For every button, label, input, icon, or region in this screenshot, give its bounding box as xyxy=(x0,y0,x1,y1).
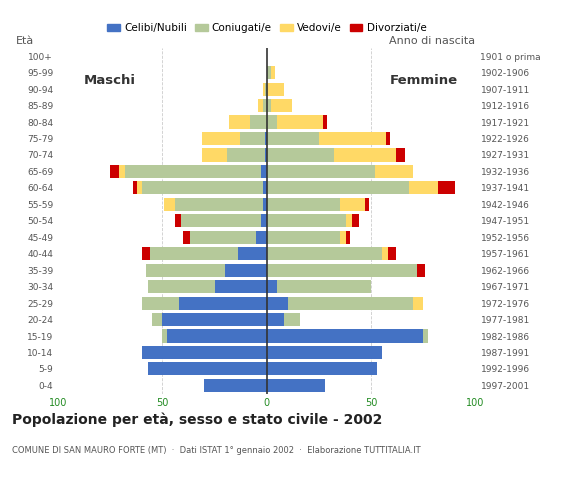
Bar xyxy=(181,214,260,228)
Bar xyxy=(142,181,263,194)
Bar xyxy=(267,66,271,79)
Text: Età: Età xyxy=(16,36,34,46)
Bar xyxy=(375,165,413,178)
Bar xyxy=(264,148,267,162)
Bar xyxy=(142,247,150,260)
Bar xyxy=(277,116,323,129)
Bar xyxy=(125,165,260,178)
Bar xyxy=(267,132,319,145)
Bar xyxy=(240,132,264,145)
Bar xyxy=(260,165,267,178)
Text: COMUNE DI SAN MAURO FORTE (MT)  ·  Dati ISTAT 1° gennaio 2002  ·  Elaborazione T: COMUNE DI SAN MAURO FORTE (MT) · Dati IS… xyxy=(12,446,420,456)
Bar xyxy=(438,181,455,194)
Bar xyxy=(110,165,118,178)
Bar xyxy=(284,313,300,326)
Text: Femmine: Femmine xyxy=(389,74,458,87)
Bar xyxy=(227,148,264,162)
Bar xyxy=(267,165,375,178)
Bar xyxy=(267,313,284,326)
Bar xyxy=(263,83,264,96)
Text: Maschi: Maschi xyxy=(84,74,136,87)
Bar xyxy=(267,247,382,260)
Bar xyxy=(267,264,417,277)
Bar xyxy=(175,214,181,228)
Bar xyxy=(382,247,388,260)
Bar xyxy=(319,132,386,145)
Bar xyxy=(263,198,267,211)
Bar xyxy=(417,264,426,277)
Bar xyxy=(267,83,284,96)
Bar xyxy=(166,329,267,343)
Bar xyxy=(346,214,353,228)
Bar xyxy=(137,181,142,194)
Bar xyxy=(133,181,137,194)
Bar xyxy=(190,231,256,244)
Bar xyxy=(238,247,267,260)
Bar xyxy=(323,116,327,129)
Bar xyxy=(202,132,240,145)
Bar xyxy=(183,231,190,244)
Bar xyxy=(267,116,277,129)
Bar xyxy=(256,231,267,244)
Bar xyxy=(264,132,267,145)
Bar xyxy=(396,148,405,162)
Legend: Celibi/Nubili, Coniugati/e, Vedovi/e, Divorziati/e: Celibi/Nubili, Coniugati/e, Vedovi/e, Di… xyxy=(103,19,430,37)
Bar xyxy=(353,214,358,228)
Bar xyxy=(263,181,267,194)
Bar xyxy=(365,198,369,211)
Bar xyxy=(267,181,409,194)
Bar xyxy=(142,346,267,359)
Bar xyxy=(271,66,275,79)
Bar xyxy=(267,329,423,343)
Bar xyxy=(267,362,378,375)
Bar xyxy=(267,280,277,293)
Bar xyxy=(267,198,340,211)
Bar xyxy=(264,83,267,96)
Bar xyxy=(150,247,238,260)
Bar xyxy=(409,181,438,194)
Bar xyxy=(225,264,267,277)
Bar xyxy=(179,297,267,310)
Bar xyxy=(288,297,413,310)
Bar xyxy=(413,297,423,310)
Bar xyxy=(162,329,166,343)
Bar xyxy=(118,165,125,178)
Bar xyxy=(423,329,427,343)
Bar xyxy=(388,247,396,260)
Bar xyxy=(277,280,371,293)
Bar xyxy=(267,148,334,162)
Bar xyxy=(215,280,267,293)
Bar xyxy=(267,231,340,244)
Bar xyxy=(340,231,346,244)
Bar xyxy=(162,313,267,326)
Bar xyxy=(148,280,215,293)
Bar xyxy=(263,99,267,112)
Bar xyxy=(386,132,390,145)
Text: Anno di nascita: Anno di nascita xyxy=(390,36,476,46)
Bar xyxy=(267,99,271,112)
Bar xyxy=(346,231,350,244)
Bar xyxy=(259,99,263,112)
Bar xyxy=(260,214,267,228)
Bar xyxy=(271,99,292,112)
Bar xyxy=(267,214,346,228)
Bar xyxy=(340,198,365,211)
Bar xyxy=(334,148,396,162)
Text: Popolazione per età, sesso e stato civile - 2002: Popolazione per età, sesso e stato civil… xyxy=(12,413,382,427)
Bar xyxy=(204,379,267,392)
Bar xyxy=(165,198,175,211)
Bar xyxy=(175,198,263,211)
Bar xyxy=(148,362,267,375)
Bar xyxy=(229,116,250,129)
Bar xyxy=(152,313,162,326)
Bar xyxy=(267,379,325,392)
Bar xyxy=(267,346,382,359)
Bar xyxy=(202,148,227,162)
Bar xyxy=(142,297,179,310)
Bar xyxy=(267,297,288,310)
Bar xyxy=(146,264,225,277)
Bar xyxy=(250,116,267,129)
